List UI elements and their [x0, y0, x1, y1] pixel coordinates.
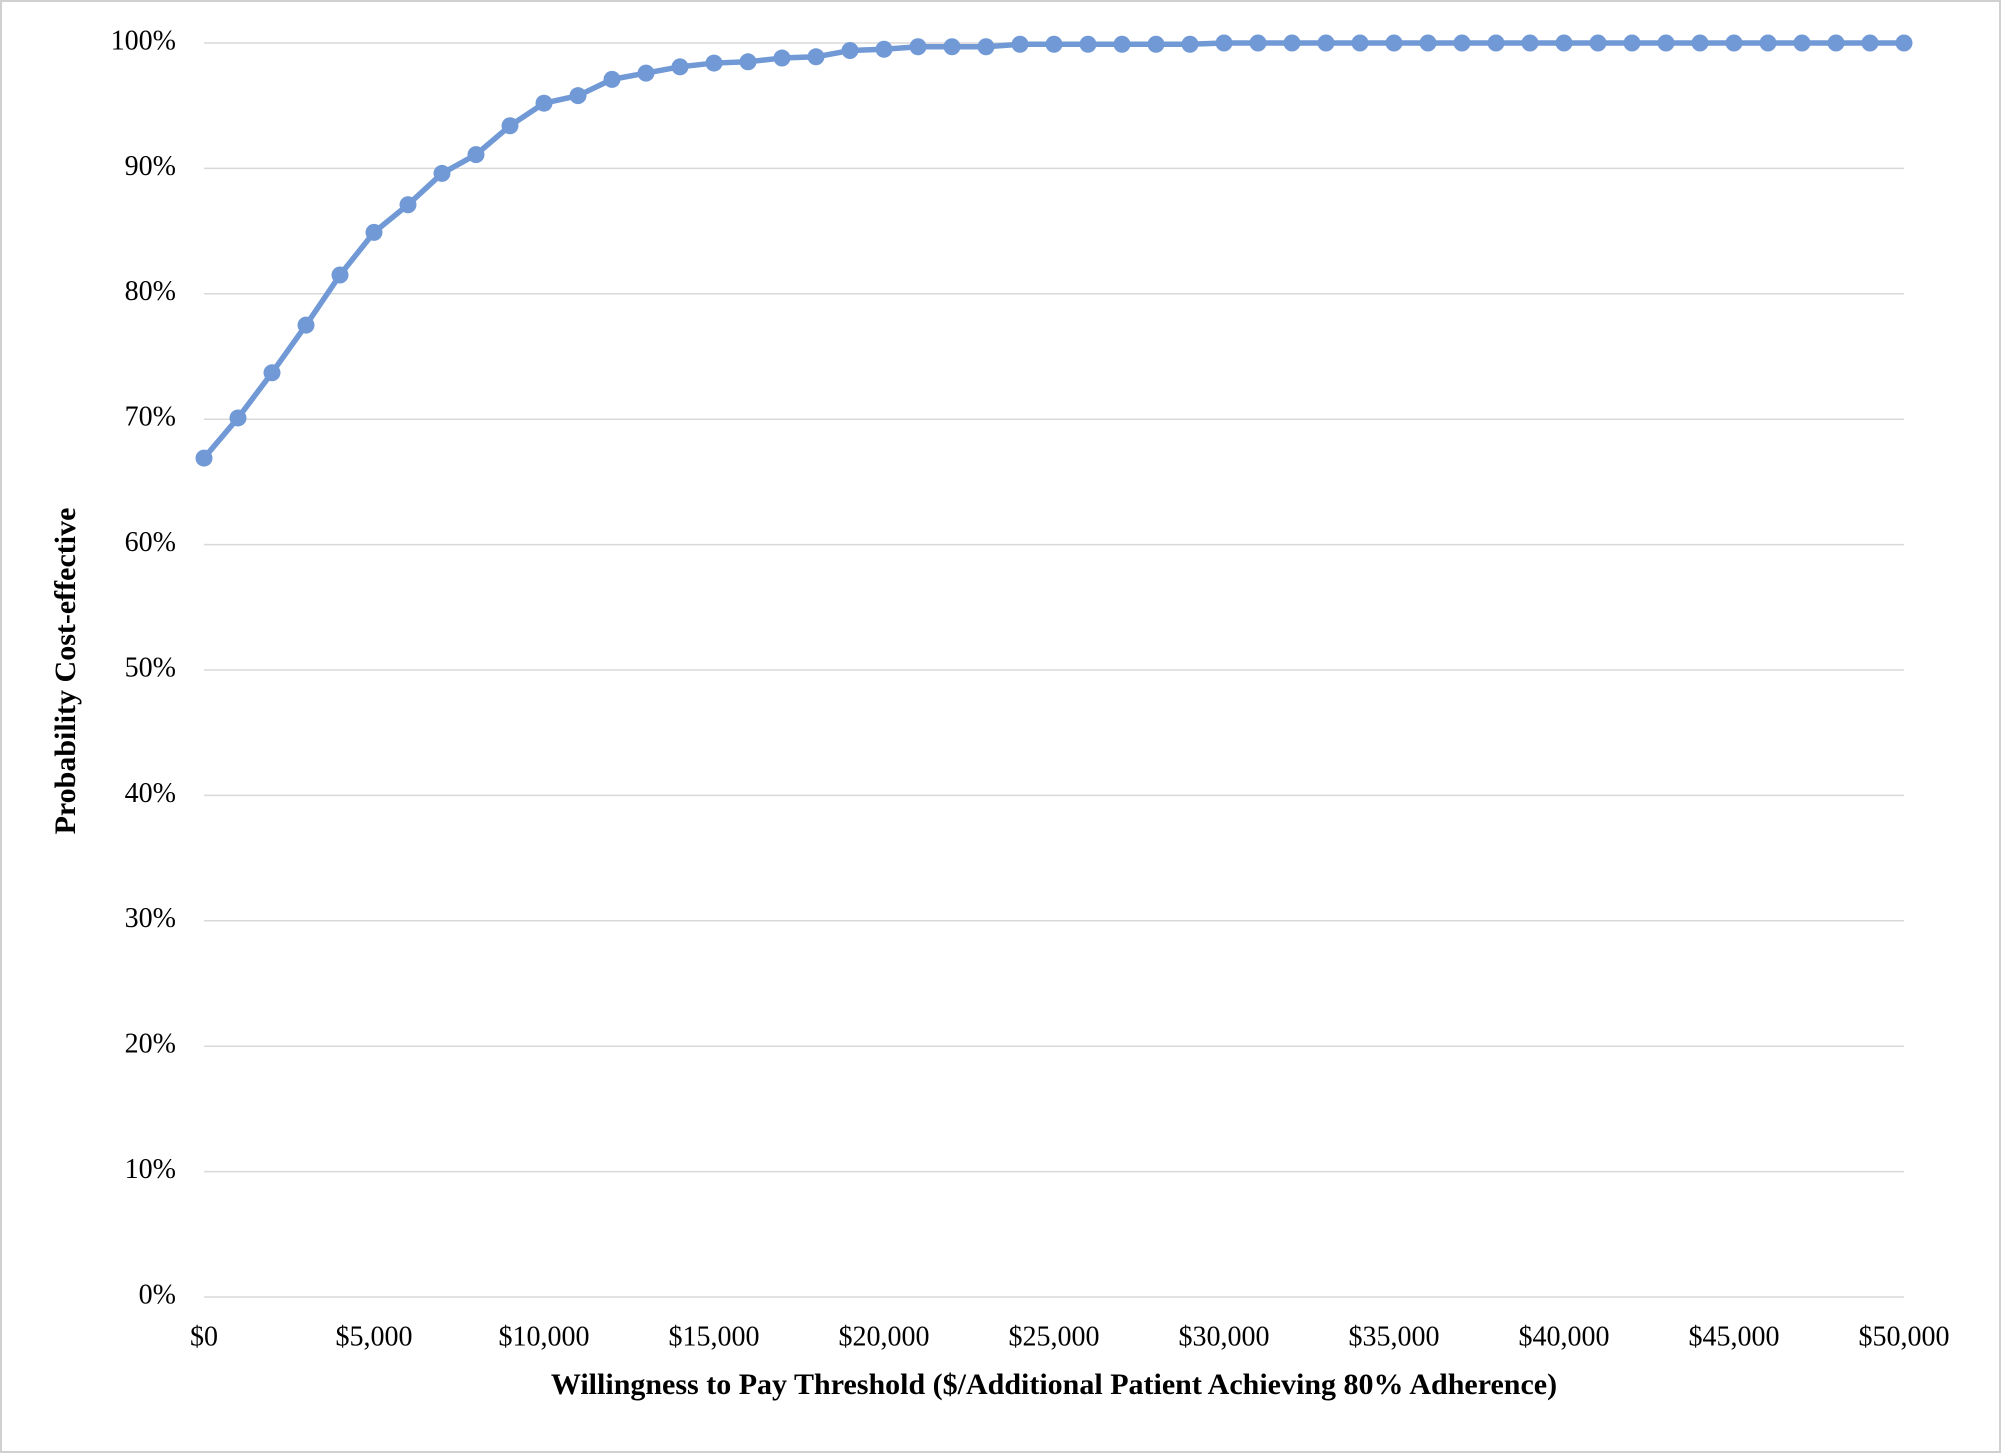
y-tick-label: 50% — [125, 652, 176, 683]
y-tick-label: 100% — [111, 25, 176, 56]
data-point — [195, 449, 213, 467]
data-point — [1725, 34, 1743, 52]
data-point — [807, 48, 825, 66]
x-tick-label: $15,000 — [669, 1321, 760, 1352]
data-point — [1623, 34, 1641, 52]
y-tick-label: 70% — [125, 402, 176, 433]
data-point — [1079, 35, 1097, 53]
x-tick-label: $35,000 — [1349, 1321, 1440, 1352]
data-point — [1181, 35, 1199, 53]
data-point — [1283, 34, 1301, 52]
data-point — [1215, 34, 1233, 52]
data-point — [1249, 34, 1267, 52]
data-point — [1759, 34, 1777, 52]
data-point — [637, 64, 655, 82]
x-axis-title: Willingness to Pay Threshold ($/Addition… — [551, 1368, 1557, 1401]
data-point — [467, 146, 485, 164]
x-tick-label: $10,000 — [499, 1321, 590, 1352]
data-point — [433, 164, 451, 182]
data-point — [1453, 34, 1471, 52]
data-point — [1147, 35, 1165, 53]
y-tick-label: 80% — [125, 276, 176, 307]
x-tick-label: $30,000 — [1179, 1321, 1270, 1352]
data-point — [1351, 34, 1369, 52]
data-point — [399, 196, 417, 214]
data-point — [1521, 34, 1539, 52]
data-point — [501, 117, 519, 135]
data-point — [977, 38, 995, 56]
data-point — [365, 223, 383, 241]
data-point — [841, 42, 859, 60]
y-axis-title: Probability Cost-effective — [49, 508, 82, 835]
data-point — [229, 409, 247, 427]
y-tick-label: 40% — [125, 778, 176, 809]
x-tick-label: $40,000 — [1519, 1321, 1610, 1352]
data-point — [1317, 34, 1335, 52]
data-point — [331, 266, 349, 284]
y-tick-label: 0% — [139, 1279, 176, 1310]
x-tick-label: $45,000 — [1689, 1321, 1780, 1352]
data-point — [1827, 34, 1845, 52]
data-point — [1589, 34, 1607, 52]
x-tick-label: $0 — [190, 1321, 218, 1352]
data-point — [1113, 35, 1131, 53]
data-point — [1793, 34, 1811, 52]
y-tick-label: 30% — [125, 903, 176, 934]
data-point — [943, 38, 961, 56]
data-point — [1861, 34, 1879, 52]
data-point — [773, 49, 791, 67]
data-point — [535, 94, 553, 112]
data-point — [875, 40, 893, 58]
x-tick-label: $5,000 — [336, 1321, 413, 1352]
y-tick-label: 20% — [125, 1029, 176, 1060]
data-point — [705, 54, 723, 72]
data-point — [739, 53, 757, 71]
y-tick-label: 60% — [125, 527, 176, 558]
data-point — [1419, 34, 1437, 52]
data-point — [1895, 34, 1913, 52]
x-tick-label: $50,000 — [1859, 1321, 1950, 1352]
data-point — [569, 87, 587, 105]
data-point — [603, 70, 621, 88]
data-point — [1045, 35, 1063, 53]
y-tick-label: 10% — [125, 1154, 176, 1185]
data-point — [263, 364, 281, 382]
y-tick-label: 90% — [125, 151, 176, 182]
data-point — [1011, 35, 1029, 53]
x-tick-label: $25,000 — [1009, 1321, 1100, 1352]
x-tick-label: $20,000 — [839, 1321, 930, 1352]
data-point — [1555, 34, 1573, 52]
data-point — [671, 58, 689, 76]
data-point — [1487, 34, 1505, 52]
data-point — [1657, 34, 1675, 52]
data-point — [1385, 34, 1403, 52]
data-point — [297, 316, 315, 334]
data-point — [1691, 34, 1709, 52]
data-point — [909, 38, 927, 56]
